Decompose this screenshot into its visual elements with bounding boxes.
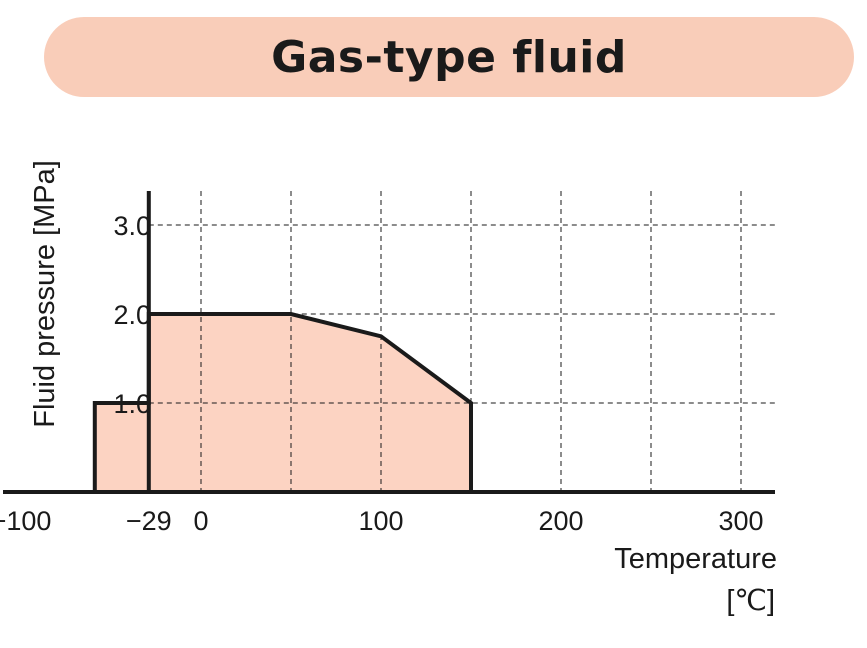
x-tick-label-2: 0 (193, 506, 208, 536)
x-tick-label-4: 200 (538, 506, 583, 536)
line-layer (92, 312, 473, 492)
title-banner: Gas-type fluid (44, 17, 854, 97)
x-axis-unit: [℃] (726, 585, 775, 617)
series-boundary (92, 312, 473, 492)
x-tick-label-0: −100 (0, 506, 51, 536)
x-tick-label-1: −29 (126, 506, 172, 536)
y-tick-label-2: 3.0 (113, 211, 151, 241)
operating-area (94, 314, 472, 492)
x-tick-label-3: 100 (358, 506, 403, 536)
chart-title: Gas-type fluid (271, 31, 627, 83)
y-axis-label: Fluid pressure [MPa] (29, 160, 61, 428)
x-axis-label: Temperature (614, 543, 777, 575)
y-tick-label-1: 2.0 (113, 300, 151, 330)
fill-layer (94, 314, 472, 492)
tick-layer: −100 −29 0 100 200 300 1.0 2.0 3.0 (0, 211, 764, 536)
x-tick-label-5: 300 (718, 506, 763, 536)
y-tick-label-0: 1.0 (113, 389, 151, 419)
